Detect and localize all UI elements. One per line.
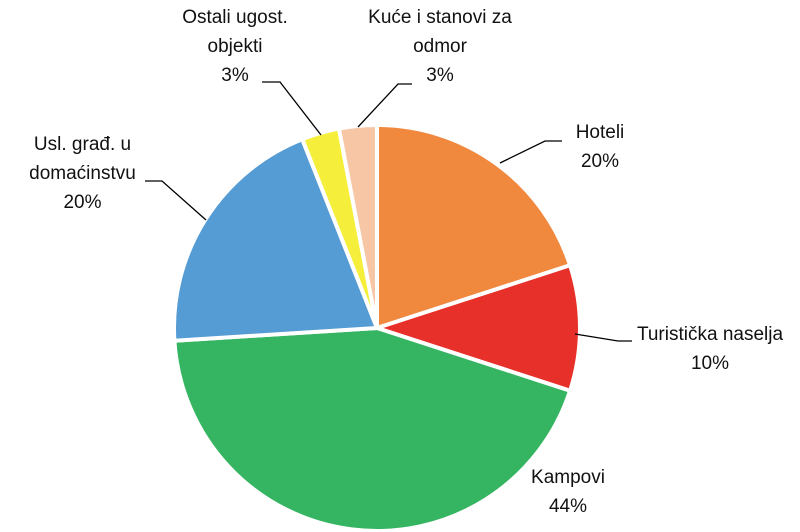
leader-line [499,140,562,164]
value-label: 10% [690,353,730,374]
slice-label: Usl. građ. u domaćinstvu 20% [10,130,155,217]
slice-label: Ostali ugost. objekti 3% [170,3,300,90]
slice-label: Kuće i stanovi za odmor 3% [350,3,530,90]
pie-slice [375,123,573,330]
category-label: Hoteli [575,122,625,143]
value-label: 3% [426,65,454,86]
slice-label: Kampovi 44% [510,463,626,521]
category-label: Kuće i stanovi za odmor [368,7,512,57]
value-label: 20% [63,192,102,213]
category-label: Turistička naselja [636,324,784,345]
category-label: Ostali ugost. objekti [182,7,288,57]
leader-line [574,333,632,342]
value-label: 3% [221,65,249,86]
slices [172,123,582,532]
leader-line [262,81,322,136]
pie-slice [172,326,573,532]
category-label: Usl. građ. u domaćinstvu [29,134,136,184]
leader-line [357,83,412,128]
pie-slice [375,263,582,393]
leader-line [145,180,207,221]
category-label: Kampovi [531,467,605,488]
value-label: 20% [580,151,620,172]
pie-slice [336,123,379,330]
slice-label: Turistička naselja 10% [620,320,800,378]
slice-label: Hoteli 20% [545,118,655,176]
value-label: 44% [548,496,588,517]
